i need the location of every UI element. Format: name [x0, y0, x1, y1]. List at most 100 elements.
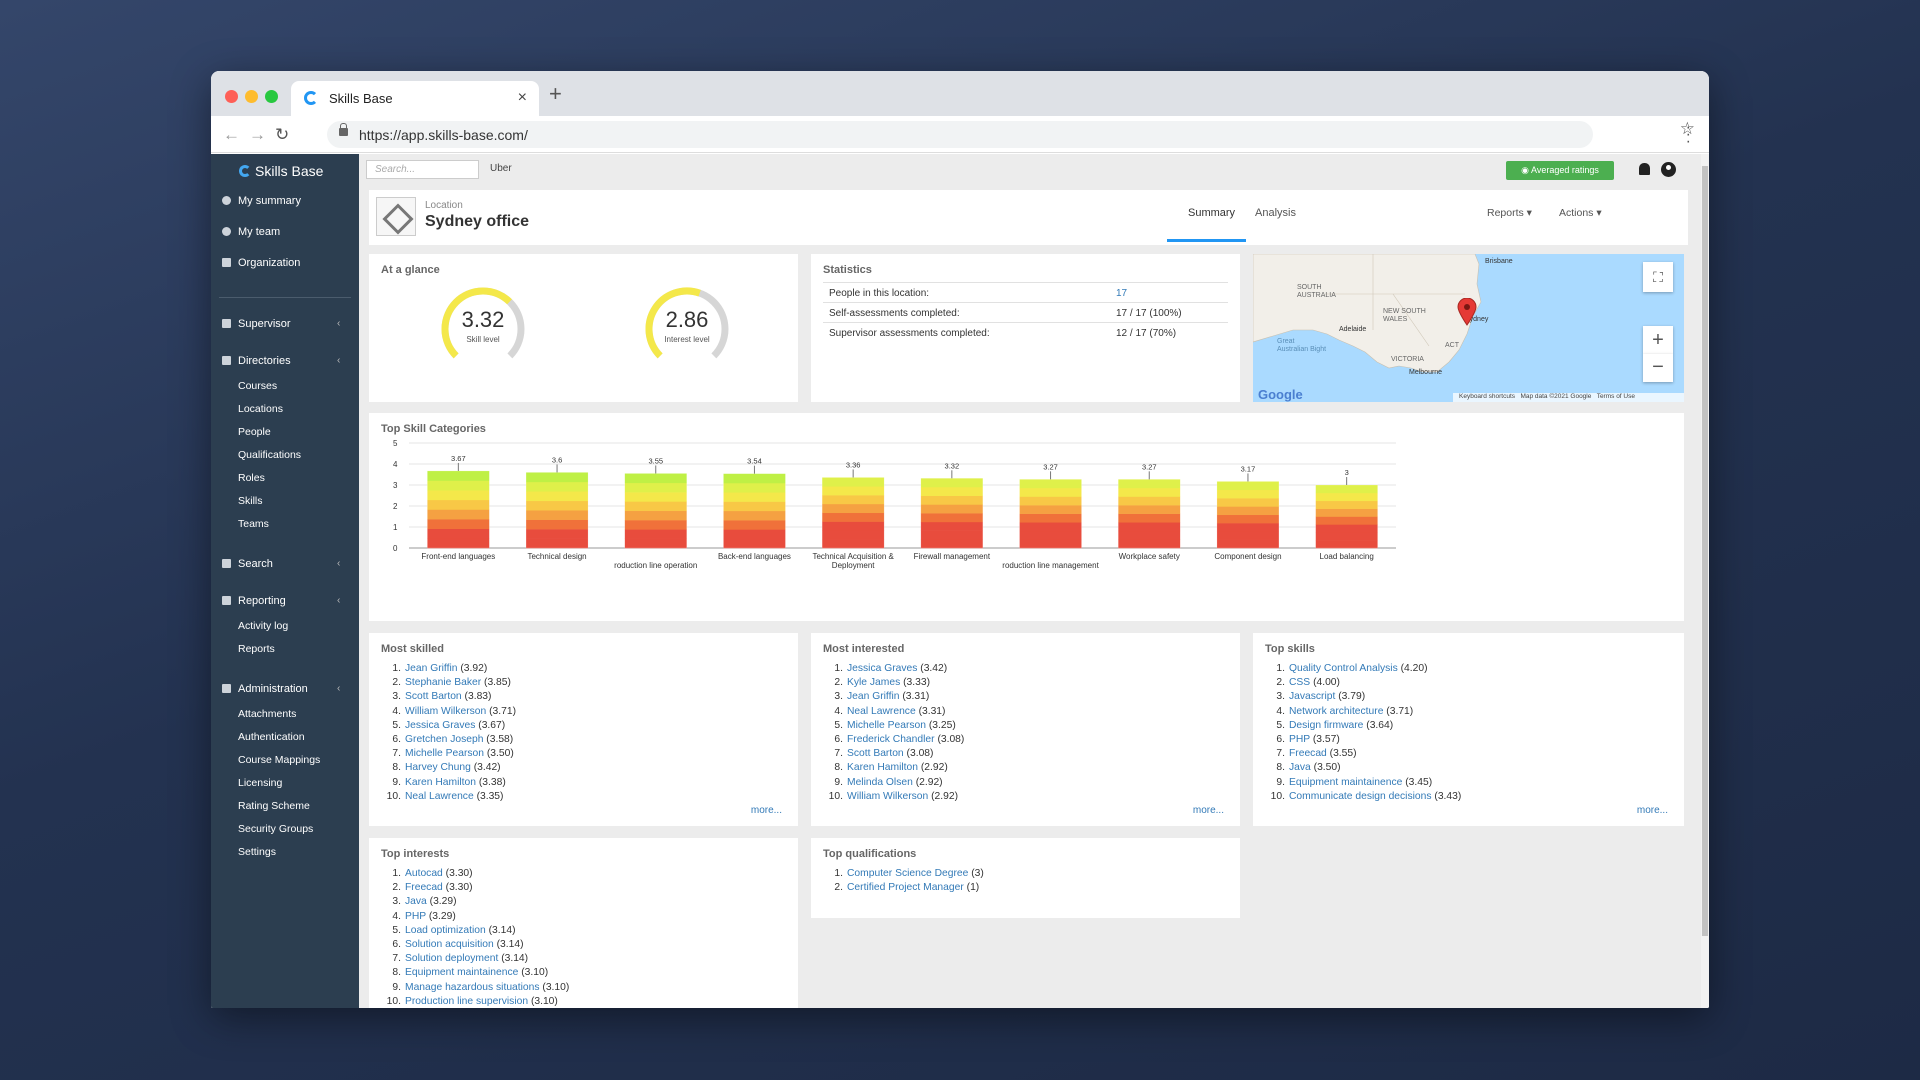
sidebar-item-skills[interactable]: Skills	[238, 495, 263, 507]
list-item-link[interactable]: Certified Project Manager	[847, 882, 964, 894]
notifications-bell-icon[interactable]	[1639, 163, 1650, 175]
bar[interactable]	[723, 473, 786, 549]
list-item-link[interactable]: Javascript	[1289, 691, 1336, 703]
more-link[interactable]: more...	[1636, 805, 1668, 816]
list-item-link[interactable]: William Wilkerson	[405, 705, 487, 717]
list-item-link[interactable]: Stephanie Baker	[405, 677, 482, 689]
zoom-out-button[interactable]: −	[1643, 354, 1673, 382]
sidebar-section-supervisor[interactable]: Supervisor	[222, 318, 291, 330]
sidebar-item-settings[interactable]: Settings	[238, 846, 276, 858]
back-arrow-icon[interactable]: ←	[223, 125, 240, 144]
user-account-icon[interactable]	[1661, 162, 1676, 177]
list-item-link[interactable]: Scott Barton	[405, 691, 462, 703]
bookmark-star-icon[interactable]: ☆	[1679, 119, 1695, 138]
list-item-link[interactable]: Frederick Chandler	[847, 734, 935, 746]
list-item-link[interactable]: Equipment maintainence	[1289, 776, 1403, 788]
sidebar-item-rating-scheme[interactable]: Rating Scheme	[238, 800, 310, 812]
list-item-link[interactable]: Scott Barton	[847, 748, 904, 760]
zoom-in-button[interactable]: +	[1643, 326, 1673, 354]
sidebar-item-courses[interactable]: Courses	[238, 380, 278, 392]
sidebar-section-directories[interactable]: Directories	[222, 355, 291, 367]
new-tab-button[interactable]: +	[549, 81, 562, 106]
reload-icon[interactable]: ↻	[275, 125, 290, 144]
list-item-link[interactable]: Harvey Chung	[405, 762, 471, 774]
tab-analysis[interactable]: Analysis	[1255, 207, 1296, 219]
sidebar-item-course-mappings[interactable]: Course Mappings	[238, 754, 321, 766]
sidebar-item-my-summary[interactable]: My summary	[222, 195, 301, 207]
list-item-link[interactable]: Equipment maintainence	[405, 967, 519, 979]
list-item-link[interactable]: Freecad	[405, 882, 443, 894]
sidebar-item-people[interactable]: People	[238, 426, 271, 438]
list-item-link[interactable]: Design firmware	[1289, 719, 1364, 731]
bar[interactable]	[624, 473, 687, 549]
list-item-link[interactable]: Manage hazardous situations	[405, 981, 540, 993]
sidebar-item-activity-log[interactable]: Activity log	[238, 620, 289, 632]
maximize-window-button[interactable]	[265, 90, 278, 103]
list-item-link[interactable]: Melinda Olsen	[847, 776, 913, 788]
averaged-ratings-button[interactable]: ◉ Averaged ratings	[1506, 161, 1614, 180]
more-link[interactable]: more...	[1192, 805, 1224, 816]
list-item-link[interactable]: Freecad	[1289, 748, 1327, 760]
chevron-left-icon[interactable]: ‹	[337, 683, 341, 694]
brand[interactable]: Skills Base	[239, 163, 323, 179]
list-item-link[interactable]: Java	[405, 896, 427, 908]
scrollbar-thumb[interactable]	[1702, 166, 1708, 936]
list-item-link[interactable]: Autocad	[405, 868, 443, 879]
search-input[interactable]: Search...	[366, 160, 479, 179]
fullscreen-icon[interactable]: ⛶	[1643, 262, 1673, 292]
list-item-link[interactable]: Java	[1289, 762, 1311, 774]
list-item-link[interactable]: Computer Science Degree	[847, 868, 969, 879]
keyboard-shortcuts-link[interactable]: Keyboard shortcuts	[1459, 393, 1516, 400]
close-tab-icon[interactable]: ×	[517, 89, 527, 106]
chevron-left-icon[interactable]: ‹	[337, 355, 341, 366]
list-item-link[interactable]: Jessica Graves	[847, 663, 918, 674]
list-item-link[interactable]: Communicate design decisions	[1289, 790, 1432, 802]
list-item-link[interactable]: Production line supervision	[405, 995, 529, 1007]
sidebar-item-locations[interactable]: Locations	[238, 403, 283, 415]
more-link[interactable]: more...	[750, 805, 782, 816]
list-item-link[interactable]: CSS	[1289, 677, 1311, 689]
browser-tab[interactable]: Skills Base ×	[291, 81, 539, 116]
location-map[interactable]: Brisbane SOUTH AUSTRALIA NEW SOUTH WALES…	[1253, 254, 1684, 402]
bar[interactable]	[1118, 479, 1181, 549]
chevron-left-icon[interactable]: ‹	[337, 595, 341, 606]
terms-link[interactable]: Terms of Use	[1596, 393, 1635, 400]
list-item-link[interactable]: Michelle Pearson	[405, 748, 484, 760]
sidebar-section-search[interactable]: Search	[222, 558, 273, 570]
actions-dropdown[interactable]: Actions ▾	[1559, 207, 1602, 219]
reports-dropdown[interactable]: Reports ▾	[1487, 207, 1532, 219]
forward-arrow-icon[interactable]: →	[249, 125, 266, 144]
chevron-left-icon[interactable]: ‹	[337, 558, 341, 569]
list-item-link[interactable]: Kyle James	[847, 677, 901, 689]
sidebar-section-reporting[interactable]: Reporting	[222, 595, 286, 607]
list-item-link[interactable]: Solution acquisition	[405, 939, 494, 951]
list-item-link[interactable]: Load optimization	[405, 924, 486, 936]
sidebar-item-qualifications[interactable]: Qualifications	[238, 449, 302, 461]
tab-summary[interactable]: Summary	[1188, 207, 1236, 219]
sidebar-item-licensing[interactable]: Licensing	[238, 777, 283, 789]
list-item-link[interactable]: Jean Griffin	[847, 691, 900, 703]
list-item-link[interactable]: William Wilkerson	[847, 790, 929, 802]
sidebar-item-organization[interactable]: Organization	[222, 257, 300, 269]
list-item-link[interactable]: Karen Hamilton	[405, 776, 476, 788]
list-item-link[interactable]: Jessica Graves	[405, 719, 476, 731]
bar[interactable]	[1019, 479, 1082, 549]
minimize-window-button[interactable]	[245, 90, 258, 103]
sidebar-item-security-groups[interactable]: Security Groups	[238, 823, 314, 835]
sidebar-section-administration[interactable]: Administration	[222, 683, 308, 695]
people-count-link[interactable]: 17	[1116, 288, 1128, 299]
url-field[interactable]: https://app.skills-base.com/	[327, 121, 1593, 148]
list-item-link[interactable]: Neal Lawrence	[405, 790, 474, 802]
list-item-link[interactable]: Michelle Pearson	[847, 719, 926, 731]
chevron-left-icon[interactable]: ‹	[337, 318, 341, 329]
list-item-link[interactable]: Network architecture	[1289, 705, 1384, 717]
list-item-link[interactable]: Karen Hamilton	[847, 762, 918, 774]
sidebar-item-authentication[interactable]: Authentication	[238, 731, 305, 743]
list-item-link[interactable]: PHP	[1289, 734, 1310, 746]
list-item-link[interactable]: Neal Lawrence	[847, 705, 916, 717]
list-item-link[interactable]: PHP	[405, 910, 426, 922]
list-item-link[interactable]: Jean Griffin	[405, 663, 458, 674]
browser-menu-icon[interactable]: · · ·	[1685, 119, 1691, 150]
sidebar-item-teams[interactable]: Teams	[238, 518, 269, 530]
sidebar-item-my-team[interactable]: My team	[222, 226, 280, 238]
